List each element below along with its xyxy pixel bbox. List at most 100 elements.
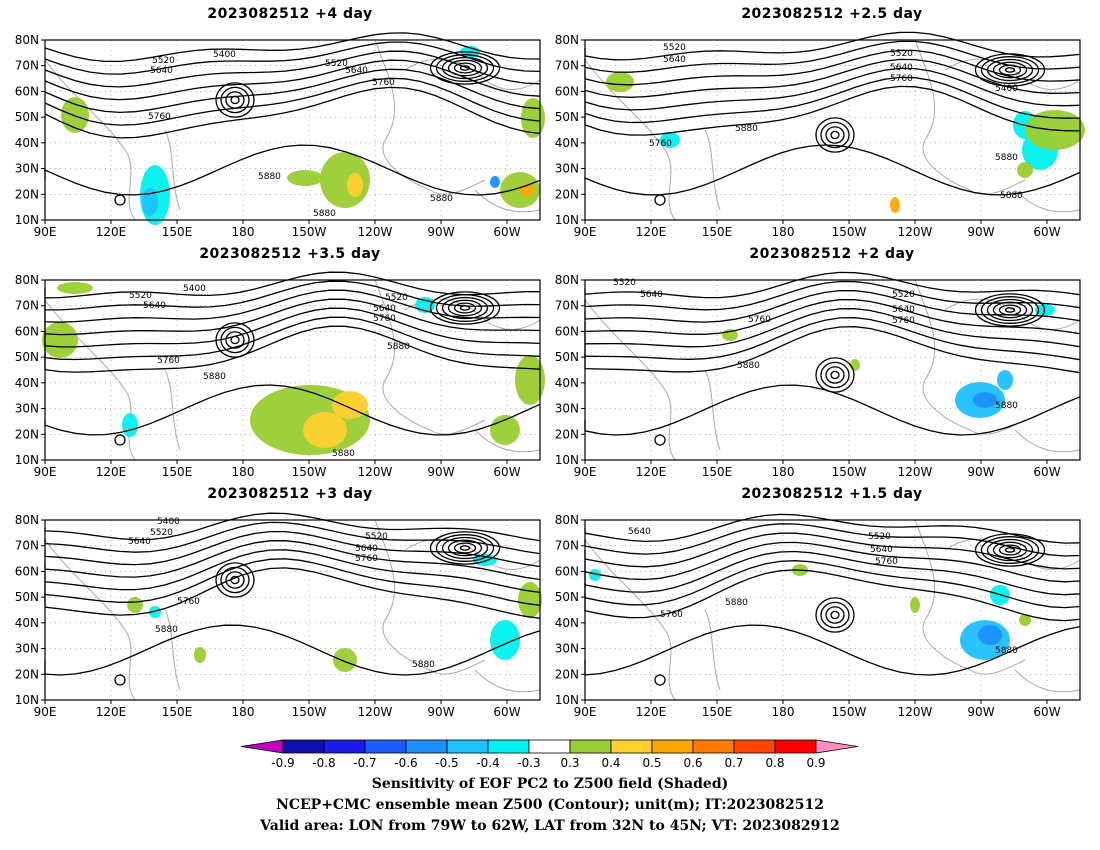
colorbar-swatch [405,739,448,754]
contour-label: 5760 [148,112,171,122]
lon-tick-label: 150E [702,465,733,479]
contour-label: 5520 [868,532,891,542]
contour-label: 5880 [735,124,758,134]
lat-tick-label: 30N [15,642,39,656]
lon-tick-label: 120W [358,225,393,239]
lat-tick-label: 60N [15,564,39,578]
contour-label: 5520 [890,49,913,59]
contour-label: 5760 [748,315,771,325]
lat-tick-label: 70N [15,539,39,553]
contour-label: 5880 [725,598,748,608]
contour-label: 5400 [213,50,236,60]
colorbar-swatch [774,739,817,754]
map-panels: 5400552056405520564057605760588058805880… [15,31,1085,719]
lat-tick-label: 10N [15,213,39,227]
contour-label: 5640 [890,63,913,73]
contour-label: 5520 [150,528,173,538]
colorbar-label: -0.4 [476,756,499,770]
lat-tick-label: 30N [555,162,579,176]
lat-tick-label: 70N [555,299,579,313]
lon-tick-label: 120W [358,465,393,479]
lat-tick-label: 40N [15,136,39,150]
map-frame [584,519,1081,701]
lat-tick-label: 40N [15,616,39,630]
colorbar-swatch [446,739,489,754]
map-frame [584,39,1081,221]
colorbar-label: -0.6 [394,756,417,770]
contour-label: 5400 [157,517,180,527]
colorbar-label: 0.4 [601,756,620,770]
colorbar-label: 0.5 [642,756,661,770]
contour-label: 5640 [373,304,396,314]
lon-tick-label: 180 [232,465,255,479]
lat-tick-label: 20N [555,427,579,441]
contour-label: 5760 [660,610,683,620]
lon-tick-label: 90W [967,465,994,479]
contour-label: 5760 [157,356,180,366]
grid-lines [45,280,540,460]
lon-tick-label: 90E [34,705,57,719]
contour-label: 5880 [412,660,435,670]
lat-tick-label: 60N [555,84,579,98]
caption-line-3: Valid area: LON from 79W to 62W, LAT fro… [260,818,840,834]
lat-tick-label: 30N [15,402,39,416]
colorbar: -0.9 -0.8 -0.7 -0.6 -0.5 -0.4 -0.3 0.3 0.4 0.5 0.6… [240,739,859,770]
sensitivity-shading [589,564,1031,660]
contour-label: 5520 [613,278,636,288]
lon-tick-label: 150W [832,225,867,239]
contour-label: 5880 [332,449,355,459]
contour-label: 5880 [258,172,281,182]
caption-line-1: Sensitivity of EOF PC2 to Z500 field (Sh… [371,776,729,792]
lat-tick-label: 50N [555,590,579,604]
contour-label: 5520 [152,56,175,66]
lon-tick-label: 180 [232,225,255,239]
lat-tick-label: 50N [15,350,39,364]
lat-tick-label: 70N [15,299,39,313]
colorbar-swatch [569,739,612,754]
coastlines [584,519,1081,701]
colorbar-label: 0.8 [765,756,784,770]
lat-tick-label: 10N [555,213,579,227]
contour-label: 5640 [128,537,151,547]
contour-label: 5640 [870,545,893,555]
map-panel-1: 5400552056405520564057605760588058805880… [15,32,545,239]
contour-label: 5880 [995,646,1018,656]
contour-label: 5880 [995,153,1018,163]
lon-tick-label: 120W [358,705,393,719]
contour-label: 5880 [1000,191,1023,201]
contour-label: 5400 [183,284,206,294]
contour-label: 5880 [430,194,453,204]
lat-tick-label: 70N [555,539,579,553]
lat-tick-label: 30N [555,642,579,656]
map-panel-2: 5520564055205640576054005880576058805880… [555,31,1085,239]
lon-tick-label: 90W [427,465,454,479]
contour-label: 5640 [892,305,915,315]
lon-tick-label: 90E [574,465,597,479]
lon-tick-label: 150E [162,225,193,239]
z500-contours [584,31,1081,206]
lon-tick-label: 90E [34,225,57,239]
contour-label: 5760 [875,557,898,567]
colorbar-swatch [323,739,366,754]
contour-label: 5760 [890,74,913,84]
lon-tick-label: 90W [427,225,454,239]
lon-tick-label: 150E [162,465,193,479]
contour-label: 5880 [737,361,760,371]
z500-contours [44,512,541,686]
contour-label: 5400 [995,84,1018,94]
lat-tick-label: 70N [15,59,39,73]
lat-tick-label: 80N [15,513,39,527]
lat-tick-label: 20N [15,427,39,441]
z500-contours [584,513,1081,686]
contour-label: 5880 [203,372,226,382]
lat-tick-label: 20N [555,667,579,681]
lat-tick-label: 60N [15,324,39,338]
lat-tick-label: 10N [555,453,579,467]
lon-tick-label: 180 [772,225,795,239]
lon-tick-label: 150W [832,465,867,479]
lon-tick-label: 90W [427,705,454,719]
contour-label: 5760 [355,554,378,564]
lat-tick-label: 30N [555,402,579,416]
contour-label: 5640 [345,66,368,76]
